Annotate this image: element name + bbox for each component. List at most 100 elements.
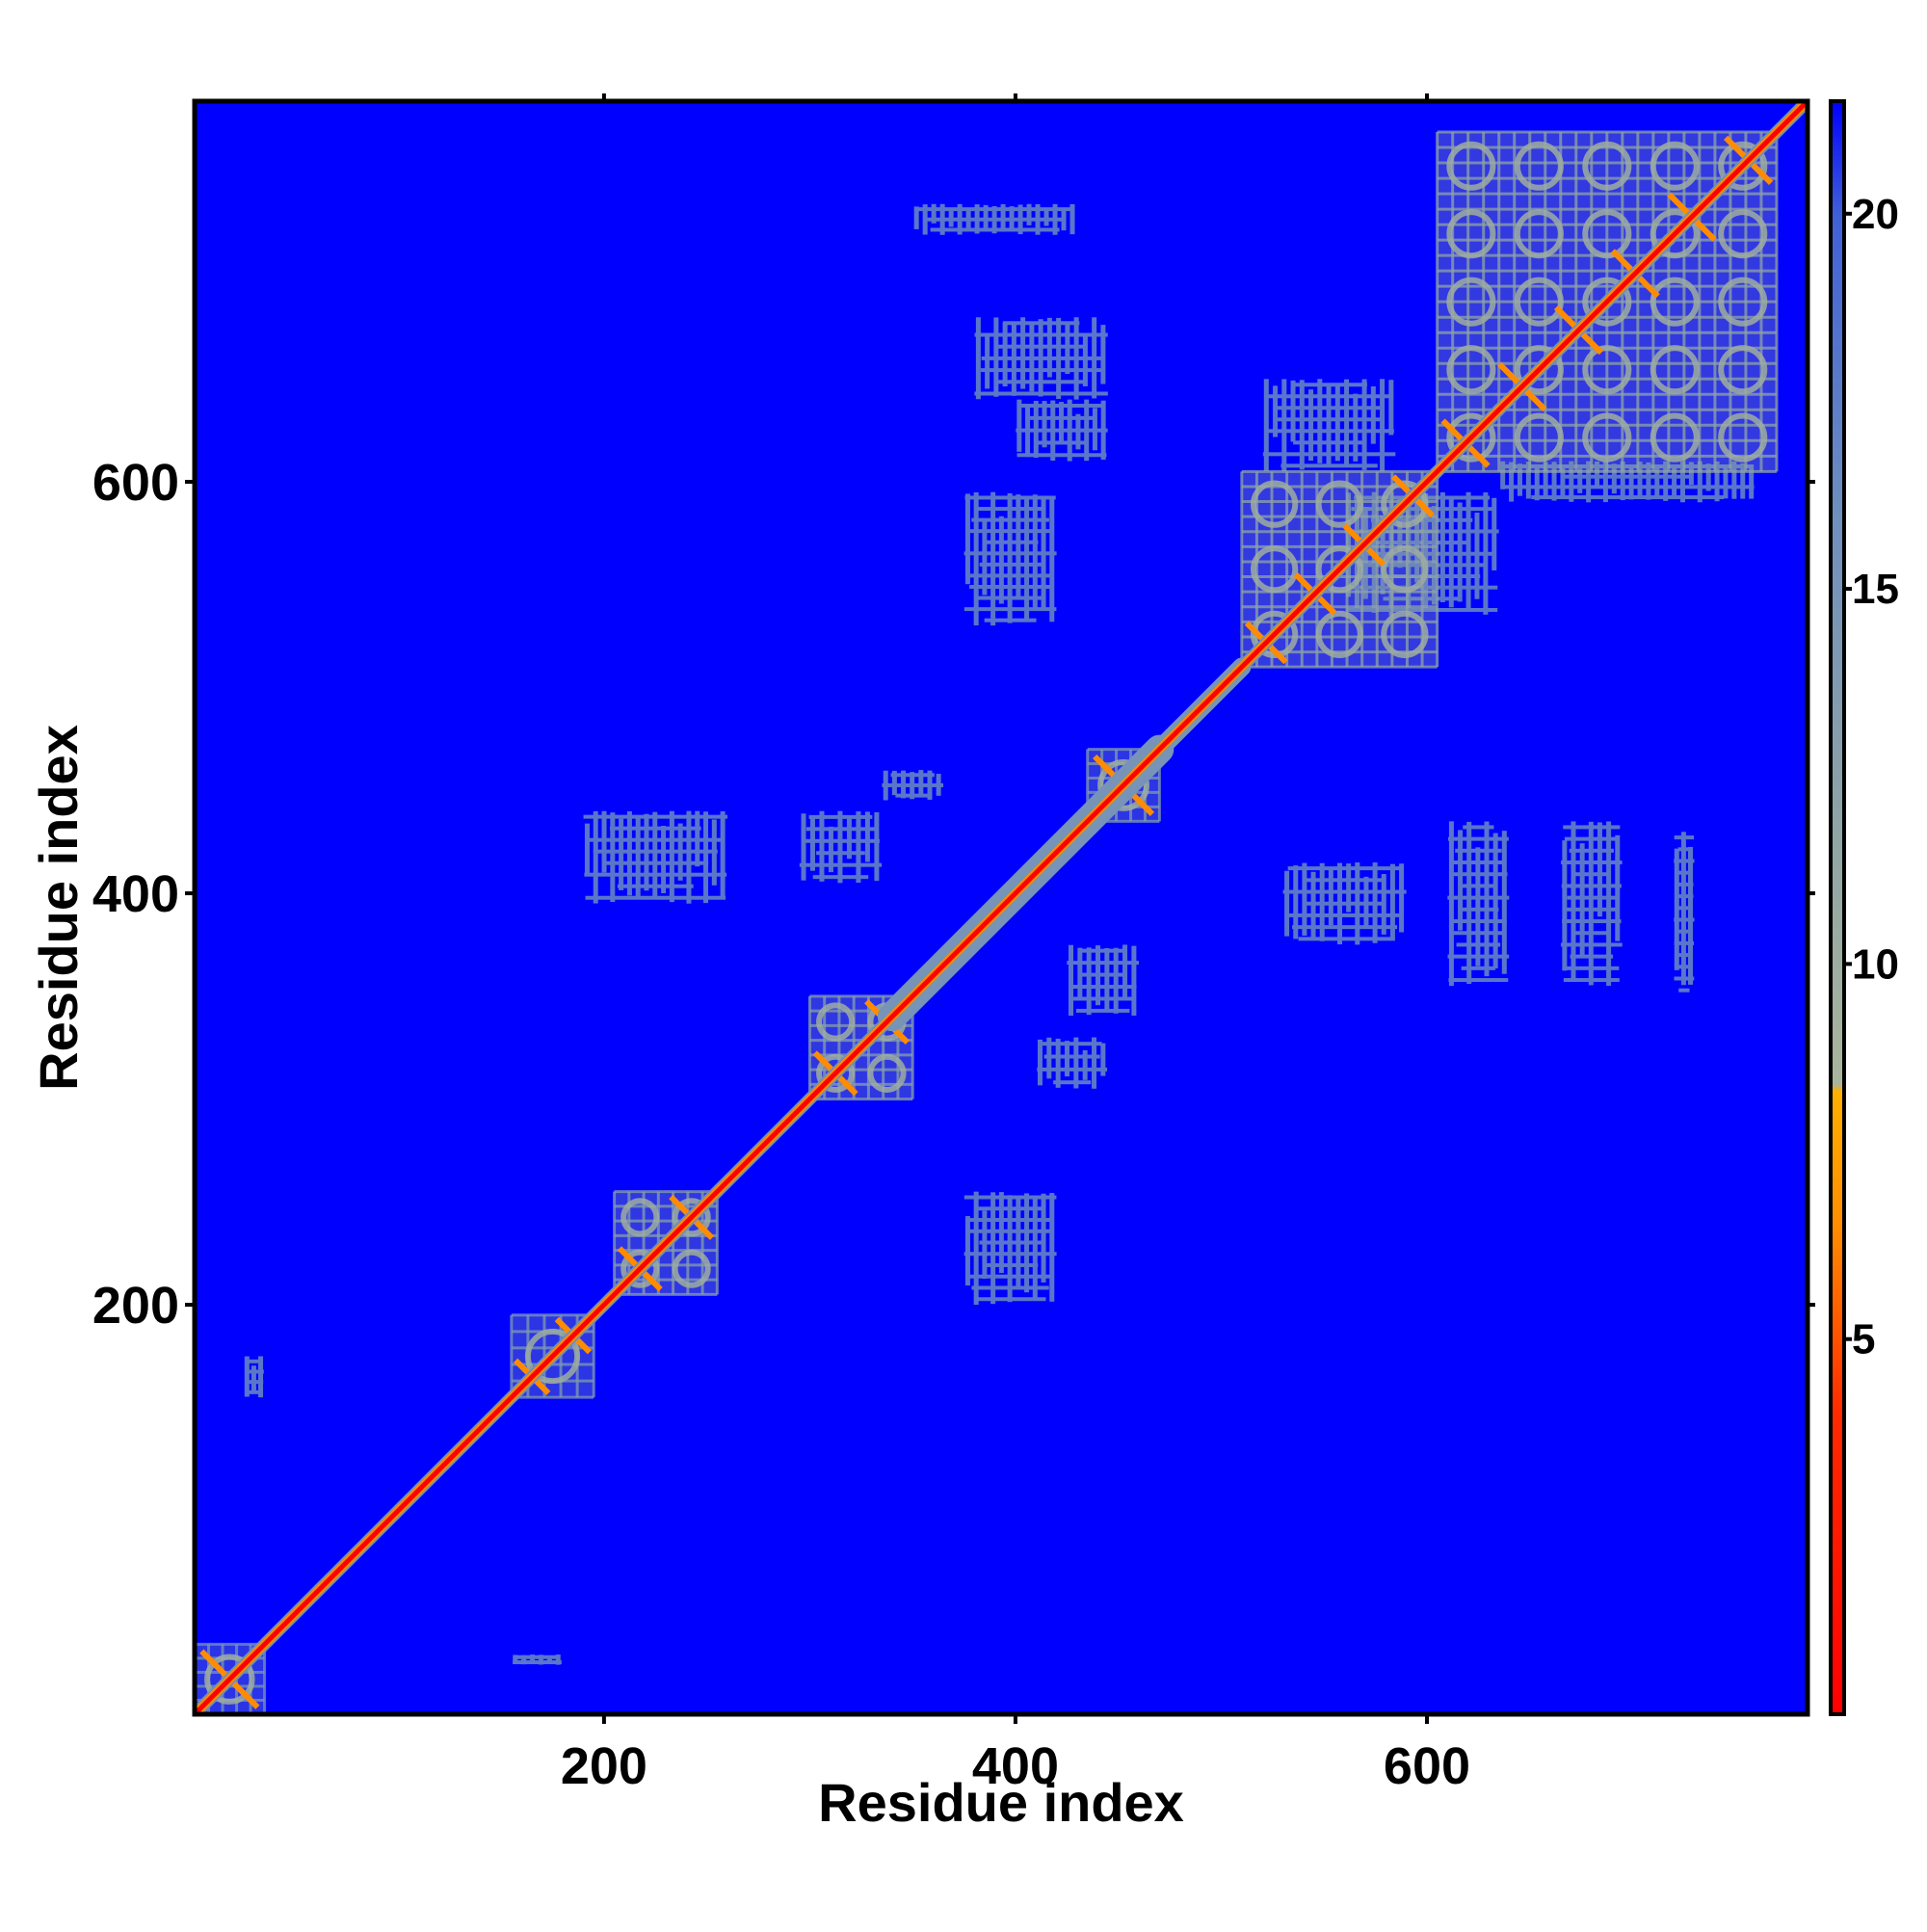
patch-stripe — [1399, 863, 1405, 933]
patch-stripe — [1282, 889, 1407, 894]
patch-stripe — [1628, 465, 1634, 500]
patch-stripe — [1361, 379, 1367, 470]
patch-stripe — [1280, 463, 1378, 468]
heatmap-area — [195, 101, 1808, 1714]
patch-stripe — [968, 1218, 1052, 1223]
patch-stripe — [513, 1660, 562, 1665]
patch-stripe — [1016, 453, 1107, 458]
patch-stripe — [1104, 947, 1110, 1011]
patch-stripe — [1077, 947, 1083, 1001]
patch-stripe — [1563, 978, 1620, 983]
domain-ring — [1582, 209, 1632, 259]
patch-stripe — [846, 816, 852, 860]
patch-stripe — [1561, 860, 1623, 865]
patch-stripe — [1452, 860, 1505, 865]
patch-stripe — [837, 810, 843, 884]
patch-stripe — [828, 826, 833, 873]
y-axis: 200 400 600 — [92, 454, 1815, 1335]
patch-stripe — [245, 1369, 264, 1374]
domain-ring — [1446, 209, 1496, 259]
y-axis-label: Residue index — [28, 725, 89, 1091]
y-tick-label: 600 — [92, 454, 179, 512]
patch-stripe — [1595, 461, 1600, 488]
patch-stripe — [1615, 834, 1621, 941]
patch-stripe — [1740, 463, 1746, 499]
domain-ring — [1582, 277, 1632, 327]
patch-stripe — [967, 1229, 1053, 1233]
patch-stripe — [1597, 822, 1602, 917]
patch-stripe — [1562, 474, 1694, 479]
patch-stripe — [1731, 461, 1737, 499]
patch-stripe — [1308, 389, 1314, 462]
patch-stripe — [964, 495, 1056, 500]
contact-patch — [1500, 461, 1755, 503]
patch-stripe — [258, 1356, 264, 1398]
patch-stripe — [998, 516, 1004, 604]
patch-stripe — [973, 491, 979, 626]
domain-ring — [1718, 412, 1768, 463]
patch-stripe — [1082, 1049, 1088, 1080]
patch-stripe — [964, 1216, 970, 1286]
patch-stripe — [1265, 394, 1394, 399]
patch-stripe — [1067, 961, 1140, 966]
patch-stripe — [1676, 965, 1693, 969]
patch-stripe — [1284, 870, 1290, 937]
patch-stripe — [1344, 379, 1350, 466]
patch-stripe — [1577, 468, 1583, 493]
patch-stripe — [1646, 462, 1651, 500]
patch-stripe — [1531, 495, 1725, 500]
patch-stripe — [1465, 491, 1471, 610]
patch-stripe — [1302, 862, 1307, 936]
x-axis-label: Residue index — [818, 1772, 1184, 1833]
domain-ring — [1446, 345, 1496, 395]
patch-stripe — [913, 206, 919, 229]
patch-stripe — [1016, 428, 1108, 433]
contact-patch — [882, 770, 944, 801]
patch-stripe — [1466, 821, 1472, 985]
patch-stripe — [930, 227, 1060, 232]
patch-stripe — [1007, 492, 1013, 623]
patch-stripe — [1677, 929, 1691, 934]
patch-stripe — [1037, 1067, 1108, 1072]
patch-stripe — [652, 811, 658, 899]
patch-stripe — [979, 1240, 1042, 1245]
patch-stripe — [555, 1654, 561, 1665]
patch-stripe — [890, 773, 935, 778]
patch-stripe — [1291, 383, 1368, 387]
patch-stripe — [984, 618, 1037, 622]
patch-stripe — [971, 1285, 1049, 1290]
domain-ring — [1718, 277, 1768, 327]
domain-ring — [524, 1328, 581, 1385]
patch-stripe — [1276, 417, 1383, 422]
contact-patch — [913, 203, 1075, 235]
patch-stripe — [808, 814, 873, 819]
patch-stripe — [1573, 931, 1610, 936]
colorbar — [1829, 99, 1846, 1716]
patch-stripe — [1501, 463, 1754, 468]
patch-stripe — [1007, 1195, 1013, 1303]
patch-stripe — [1026, 203, 1032, 225]
contact-patch — [583, 810, 728, 904]
patch-stripe — [1036, 440, 1088, 445]
patch-stripe — [1069, 203, 1075, 235]
patch-stripe — [1447, 954, 1510, 959]
patch-stripe — [583, 814, 728, 819]
patch-stripe — [1564, 966, 1620, 970]
patch-stripe — [1543, 462, 1548, 496]
patch-stripe — [1675, 882, 1694, 887]
patch-stripe — [1389, 863, 1395, 941]
patch-stripe — [602, 860, 709, 865]
domain-ring — [1097, 759, 1149, 811]
patch-stripe — [244, 1356, 250, 1397]
domain-ring — [816, 1002, 856, 1042]
patch-stripe — [882, 782, 944, 787]
patch-stripe — [1620, 462, 1625, 501]
patch-stripe — [1388, 380, 1394, 436]
patch-stripe — [686, 810, 692, 904]
patch-stripe — [1611, 463, 1617, 494]
patch-stripe — [1705, 463, 1711, 491]
patch-stripe — [1451, 931, 1506, 936]
patch-stripe — [1326, 384, 1332, 465]
patch-stripe — [1263, 379, 1269, 472]
